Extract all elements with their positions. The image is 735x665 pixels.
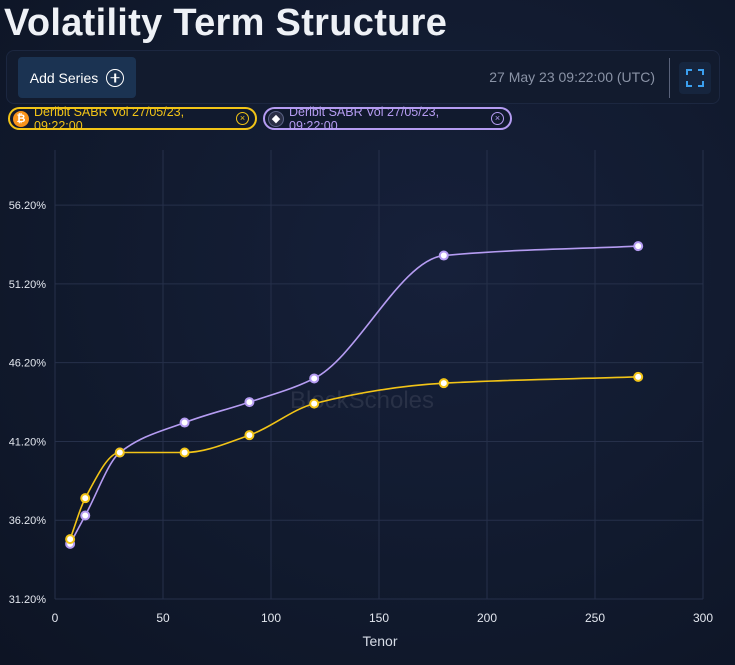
x-axis-label: Tenor	[362, 633, 397, 649]
data-point-series-1[interactable]	[244, 397, 255, 408]
x-tick-label: 50	[156, 611, 170, 625]
legend-label-btc: Deribit SABR Vol 27/05/23, 09:22:00	[34, 104, 185, 133]
bitcoin-icon: ₿	[13, 110, 29, 127]
fullscreen-button[interactable]	[679, 62, 711, 94]
toolbar-divider	[669, 58, 670, 98]
data-point-series-1[interactable]	[80, 510, 91, 521]
plus-circle-icon	[106, 68, 125, 87]
y-tick-label: 51.20%	[9, 279, 47, 291]
add-series-button[interactable]: Add Series	[18, 57, 136, 98]
y-tick-label: 31.20%	[9, 594, 47, 606]
data-point-series-0[interactable]	[633, 371, 644, 382]
y-tick-label: 46.20%	[9, 358, 47, 370]
x-tick-label: 100	[261, 611, 281, 625]
series-layer	[65, 241, 644, 549]
legend: ₿ Deribit SABR Vol 27/05/23, 09:22:00 × …	[8, 104, 512, 133]
data-point-series-1[interactable]	[309, 373, 320, 384]
data-point-series-0[interactable]	[244, 430, 255, 441]
x-tick-label: 200	[477, 611, 497, 625]
data-point-series-0[interactable]	[179, 447, 190, 458]
x-tick-label: 0	[52, 611, 59, 625]
data-point-series-1[interactable]	[633, 241, 644, 252]
expand-icon	[686, 69, 704, 87]
legend-item-eth[interactable]: ◆ Deribit SABR Vol 27/05/23, 09:22:00 ×	[263, 104, 512, 133]
x-tick-label: 150	[369, 611, 389, 625]
toolbar: Add Series 27 May 23 09:22:00 (UTC)	[6, 50, 720, 104]
data-point-series-1[interactable]	[438, 250, 449, 261]
legend-label-eth: Deribit SABR Vol 27/05/23, 09:22:00	[289, 104, 440, 133]
x-tick-label: 300	[693, 611, 713, 625]
y-tick-label: 56.20%	[9, 200, 47, 212]
page-title: Volatility Term Structure	[4, 2, 448, 44]
y-tick-label: 41.20%	[9, 436, 47, 448]
legend-item-btc[interactable]: ₿ Deribit SABR Vol 27/05/23, 09:22:00 ×	[8, 104, 257, 133]
data-point-series-0[interactable]	[438, 378, 449, 389]
remove-series-icon[interactable]: ×	[491, 112, 504, 125]
grid	[54, 150, 704, 600]
y-tick-label: 36.20%	[9, 515, 47, 527]
data-point-series-1[interactable]	[179, 417, 190, 428]
data-point-series-0[interactable]	[65, 534, 76, 545]
data-point-series-0[interactable]	[80, 493, 91, 504]
data-point-series-0[interactable]	[114, 447, 125, 458]
ethereum-icon: ◆	[268, 110, 284, 127]
data-point-series-0[interactable]	[309, 398, 320, 409]
x-tick-label: 250	[585, 611, 605, 625]
timestamp: 27 May 23 09:22:00 (UTC)	[489, 69, 655, 85]
add-series-label: Add Series	[29, 69, 99, 86]
term-structure-chart: BlockScholes 0 50 100 150 200 250 30031.20%36.…	[9, 150, 714, 649]
axes: 0 50 100 150 200 250 300 31.20% 36.20% 41.20% 46.2…	[9, 200, 714, 625]
remove-series-icon[interactable]: ×	[236, 112, 249, 125]
